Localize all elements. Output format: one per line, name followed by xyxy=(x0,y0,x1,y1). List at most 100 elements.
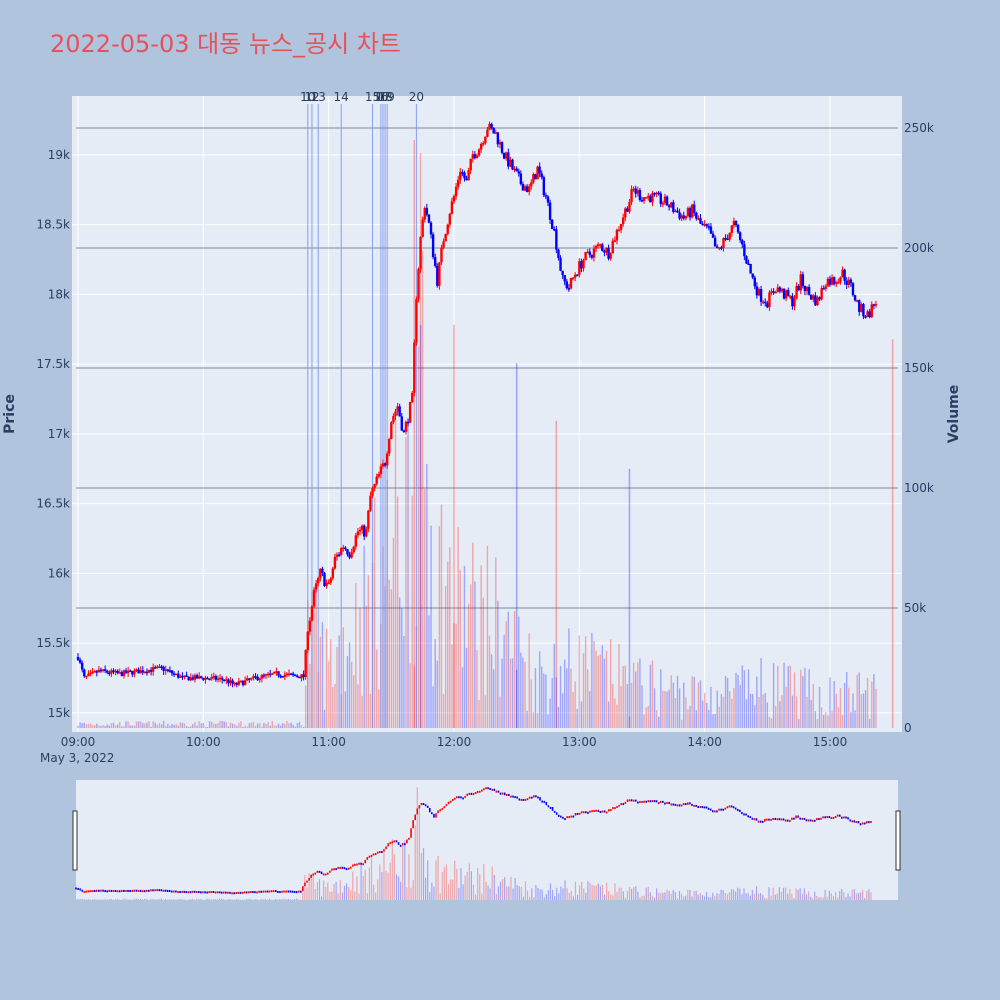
candle-body xyxy=(133,670,136,675)
slider-volume-bar xyxy=(150,898,152,900)
volume-bar xyxy=(495,557,497,728)
candle-body xyxy=(745,256,748,264)
candle-body xyxy=(475,155,479,159)
volume-bar xyxy=(319,636,322,728)
volume-bar xyxy=(248,723,250,728)
slider-candle xyxy=(659,800,662,803)
slider-candle xyxy=(807,819,810,822)
volume-bar xyxy=(131,725,134,728)
candle-body xyxy=(243,680,247,685)
candle-body xyxy=(83,669,86,677)
candle-body xyxy=(388,439,391,454)
candle-body xyxy=(469,158,472,171)
candle-body xyxy=(252,676,255,678)
candle-body xyxy=(467,170,470,181)
volume-bar xyxy=(359,607,361,728)
slider-candle xyxy=(714,810,716,813)
slider-volume-bar xyxy=(262,899,264,900)
candle-body xyxy=(296,675,299,678)
slider-volume-bar xyxy=(218,898,221,900)
slider-volume-bar xyxy=(254,899,256,900)
volume-bar xyxy=(626,684,629,728)
candle-body xyxy=(446,224,449,234)
volume-bar xyxy=(831,710,833,728)
volume-bar xyxy=(321,622,324,728)
volume-bar xyxy=(94,725,96,728)
range-slider-left-handle[interactable] xyxy=(72,810,78,871)
candle-body xyxy=(634,188,637,194)
volume-bar xyxy=(413,665,416,728)
slider-candle xyxy=(422,802,425,805)
slider-candle xyxy=(468,792,471,795)
candle-body xyxy=(772,291,775,293)
slider-volume-bar xyxy=(189,899,192,900)
volume-bar xyxy=(470,584,472,728)
candle-body xyxy=(126,670,130,674)
slider-candle xyxy=(148,889,150,892)
volume-bar xyxy=(503,634,505,728)
volume-bar xyxy=(543,673,545,728)
slider-candle xyxy=(530,796,533,799)
slider-volume-bar xyxy=(191,898,194,900)
slider-candle xyxy=(227,891,229,894)
slider-candle xyxy=(158,889,161,892)
volume-bar xyxy=(330,639,332,728)
candle-body xyxy=(463,172,466,179)
candle-body xyxy=(152,667,155,672)
volume-bar xyxy=(703,693,706,728)
slider-volume-bar xyxy=(862,890,864,900)
slider-candle xyxy=(306,880,308,883)
slider-candle xyxy=(743,813,745,816)
volume-bar xyxy=(628,716,631,728)
volume-bar xyxy=(536,712,539,728)
candle-body xyxy=(553,229,556,231)
volume-bar xyxy=(689,705,691,728)
range-slider-right-handle[interactable] xyxy=(895,810,901,871)
candle-body xyxy=(659,193,662,204)
slider-volume-bar xyxy=(656,888,658,900)
volume-bar xyxy=(833,681,835,728)
news-marker-label: 18 xyxy=(377,90,392,104)
candle-body xyxy=(319,568,322,578)
candle-body xyxy=(609,253,612,259)
slider-volume-bar xyxy=(260,899,262,900)
slider-candle xyxy=(125,889,127,892)
volume-bar xyxy=(555,677,558,728)
slider-candle xyxy=(87,890,90,893)
candle-body xyxy=(561,270,564,276)
candle-body xyxy=(331,568,335,579)
range-slider[interactable] xyxy=(76,780,898,900)
volume-bar xyxy=(591,632,593,728)
slider-volume-bar xyxy=(506,886,508,900)
candle-body xyxy=(185,675,188,677)
slider-candle xyxy=(693,804,695,807)
main-plot-area[interactable] xyxy=(72,96,902,732)
slider-candle xyxy=(776,818,779,821)
volume-bar xyxy=(706,702,708,728)
slider-volume-bar xyxy=(612,895,614,900)
candle-body xyxy=(515,168,518,172)
slider-volume-bar xyxy=(816,895,818,900)
slider-candle xyxy=(666,801,668,804)
slider-volume-bar xyxy=(460,868,462,900)
slider-candle xyxy=(761,820,764,823)
volume-bar xyxy=(806,696,808,728)
slider-candle xyxy=(791,817,793,820)
candle-body xyxy=(797,285,800,291)
candle-body xyxy=(713,237,717,247)
candle-body xyxy=(78,659,82,663)
candle-body xyxy=(473,154,477,159)
candle-body xyxy=(396,406,399,412)
candle-body xyxy=(248,678,251,680)
volume-tick-label: 200k xyxy=(904,241,934,255)
slider-candle xyxy=(766,818,768,821)
volume-bar xyxy=(142,722,144,728)
slider-candle xyxy=(797,815,799,818)
volume-bar xyxy=(361,695,363,728)
slider-volume-bar xyxy=(406,887,408,900)
candle-body xyxy=(690,204,694,218)
price-tick-label: 16.5k xyxy=(36,497,70,511)
volume-bar xyxy=(348,642,351,728)
slider-candle xyxy=(861,822,864,825)
candle-body xyxy=(701,223,704,226)
